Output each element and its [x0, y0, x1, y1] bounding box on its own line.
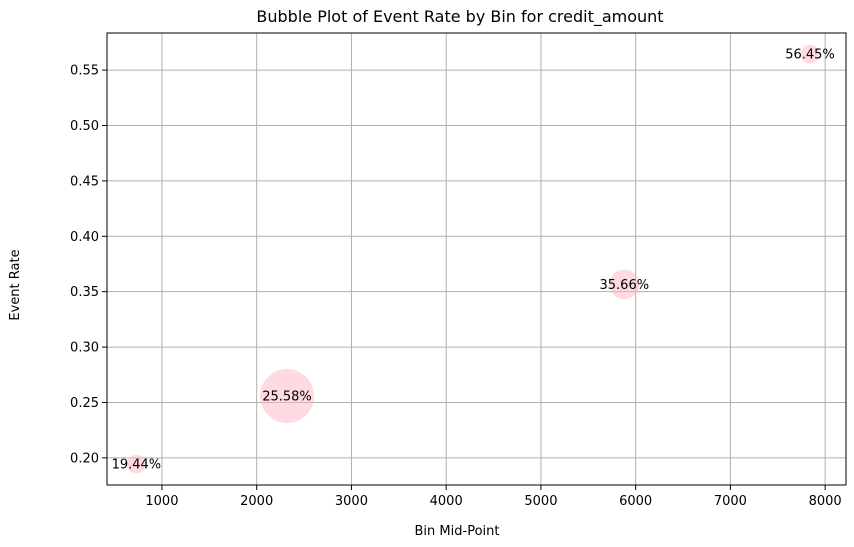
chart-title: Bubble Plot of Event Rate by Bin for cre… [256, 7, 663, 27]
bubble-point [800, 44, 820, 64]
bubbles [127, 44, 820, 474]
x-tick-label: 7000 [714, 494, 747, 509]
x-tick-label: 1000 [145, 494, 178, 509]
x-tick-label: 6000 [619, 494, 652, 509]
y-tick-label: 0.35 [70, 285, 99, 300]
plot-frame [106, 32, 847, 486]
x-tick-label: 5000 [524, 494, 557, 509]
x-tick-label: 8000 [809, 494, 842, 509]
bubble-point [127, 454, 146, 474]
data-labels: 19.44% 25.58% 35.66% 56.45% [112, 48, 835, 473]
x-tick-label: 4000 [430, 494, 463, 509]
grid [107, 33, 846, 485]
y-tick-label: 0.20 [70, 451, 99, 466]
point-label: 35.66% [600, 278, 650, 293]
y-tick-label: 0.45 [70, 174, 99, 189]
y-tick-label: 0.50 [70, 119, 99, 134]
y-axis-label: Event Rate [8, 249, 23, 320]
bubble-point [260, 369, 315, 424]
y-tick-label: 0.30 [70, 341, 99, 356]
y-tick-label: 0.25 [70, 396, 99, 411]
point-label: 56.45% [785, 48, 835, 63]
y-tick-label: 0.40 [70, 230, 99, 245]
ticks: 1000 2000 3000 4000 5000 6000 7000 8000 0.20 0.25… [70, 64, 842, 509]
x-tick-label: 3000 [335, 494, 368, 509]
x-axis-label: Bin Mid-Point [415, 524, 500, 539]
x-tick-label: 2000 [240, 494, 273, 509]
y-tick-label: 0.55 [70, 64, 99, 79]
point-label: 19.44% [112, 458, 162, 473]
bubble-point [609, 269, 640, 300]
point-label: 25.58% [262, 390, 312, 405]
